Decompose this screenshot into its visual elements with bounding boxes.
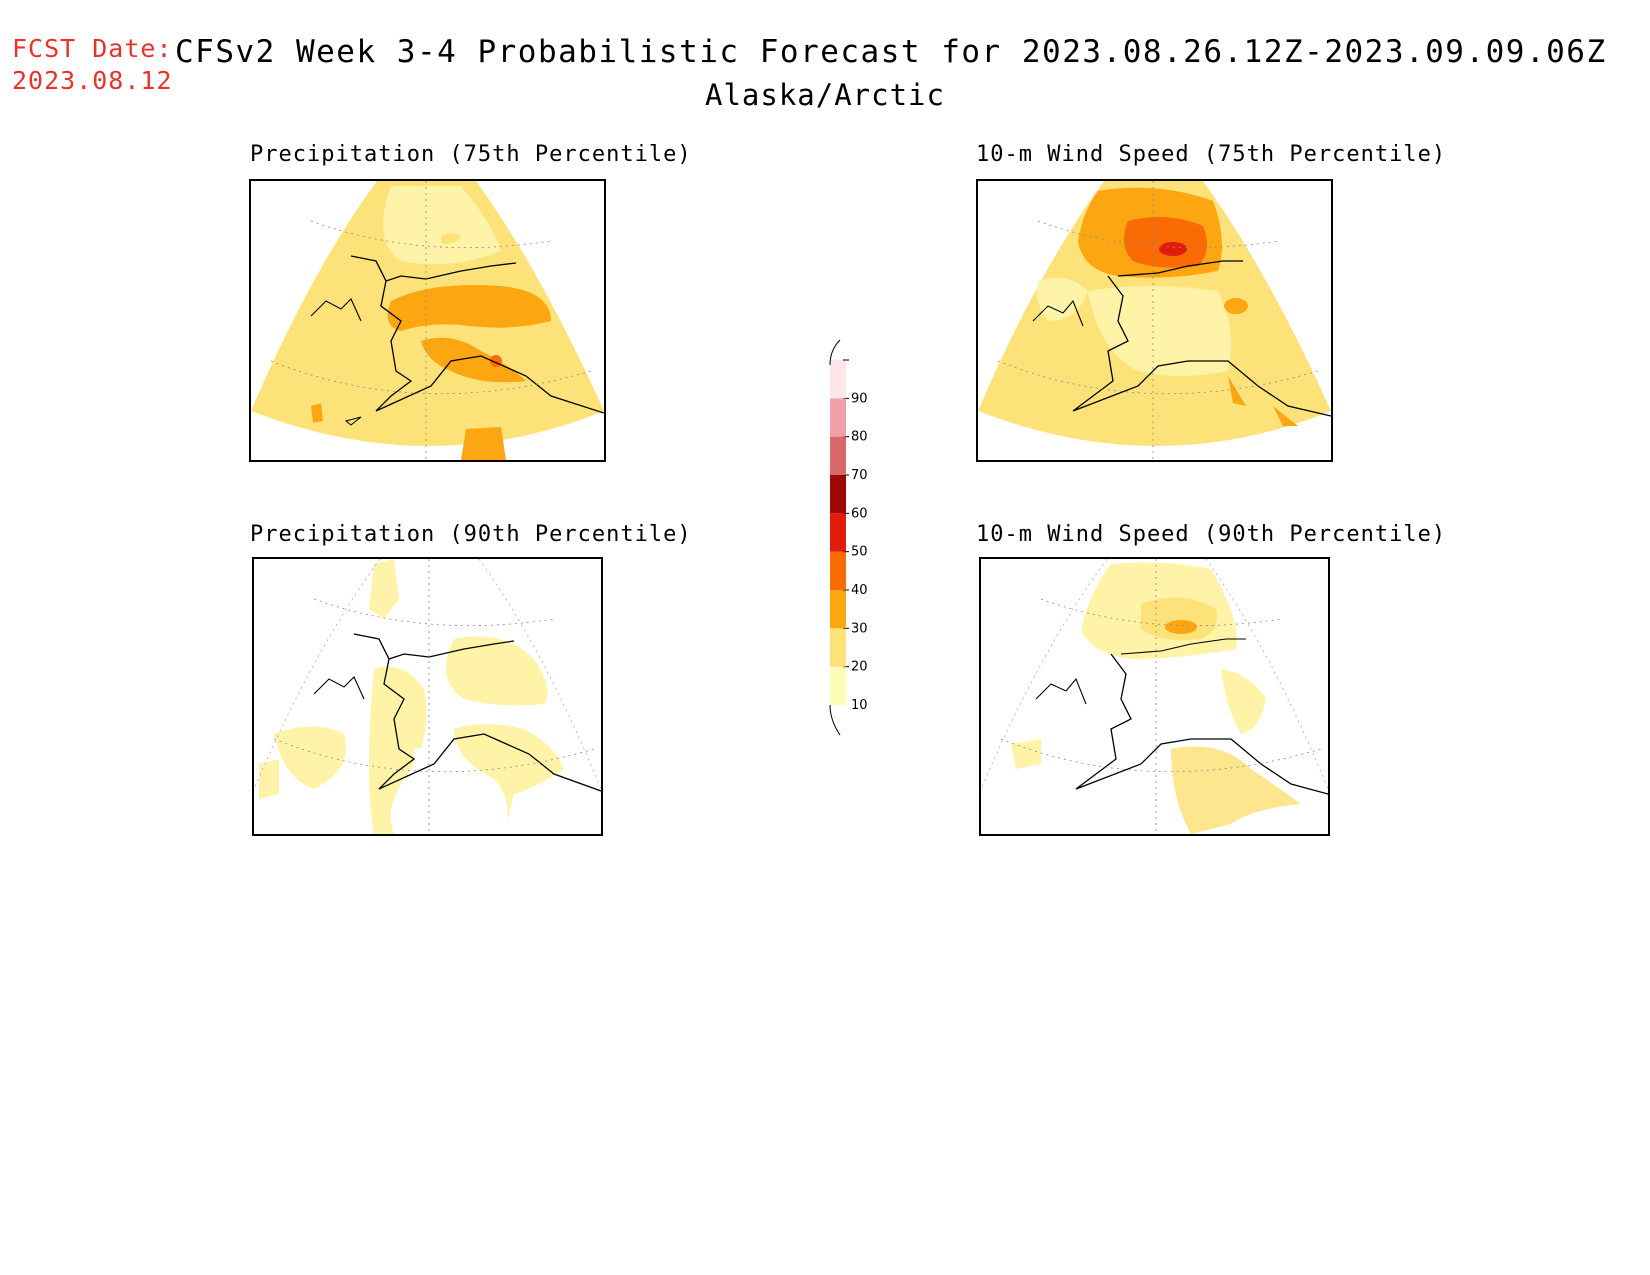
colorbar-label: 30 — [851, 621, 868, 636]
region-title: Alaska/Arctic — [705, 78, 945, 112]
fcst-date-label: FCST Date: — [12, 34, 173, 63]
colorbar-swatch — [830, 475, 846, 514]
colorbar-label: 80 — [851, 430, 868, 445]
colorbar-swatch — [830, 398, 846, 437]
colorbar-labels: 10 20 30 40 50 60 70 80 90 — [851, 391, 868, 713]
colorbar-swatch — [830, 360, 846, 399]
panel-title-precip75: Precipitation (75th Percentile) — [250, 142, 692, 167]
map-panel-wind75 — [976, 179, 1333, 462]
colorbar-label: 20 — [851, 660, 868, 675]
colorbar-label: 50 — [851, 545, 868, 560]
map-panel-wind90 — [979, 557, 1330, 836]
colorbar-label: 40 — [851, 583, 868, 598]
fcst-date-value: 2023.08.12 — [12, 66, 173, 95]
colorbar-swatch — [830, 666, 846, 705]
colorbar-swatch — [830, 551, 846, 590]
panel-title-wind90: 10-m Wind Speed (90th Percentile) — [976, 522, 1447, 547]
colorbar-swatch — [830, 590, 846, 629]
colorbar-swatches — [830, 359, 849, 705]
panel-title-wind75: 10-m Wind Speed (75th Percentile) — [976, 142, 1447, 167]
map-panel-precip90 — [252, 557, 603, 836]
colorbar-label: 10 — [851, 698, 868, 713]
colorbar: 10 20 30 40 50 60 70 80 90 — [829, 339, 868, 736]
colorbar-label: 90 — [851, 391, 868, 406]
colorbar-swatch — [830, 628, 846, 667]
page-title: CFSv2 Week 3-4 Probabilistic Forecast fo… — [175, 34, 1607, 70]
colorbar-swatch — [830, 436, 846, 475]
panel-title-precip90: Precipitation (90th Percentile) — [250, 522, 692, 547]
colorbar-swatch — [830, 513, 846, 552]
colorbar-label: 70 — [851, 468, 868, 483]
map-panel-precip75 — [249, 179, 606, 462]
colorbar-label: 60 — [851, 506, 868, 521]
